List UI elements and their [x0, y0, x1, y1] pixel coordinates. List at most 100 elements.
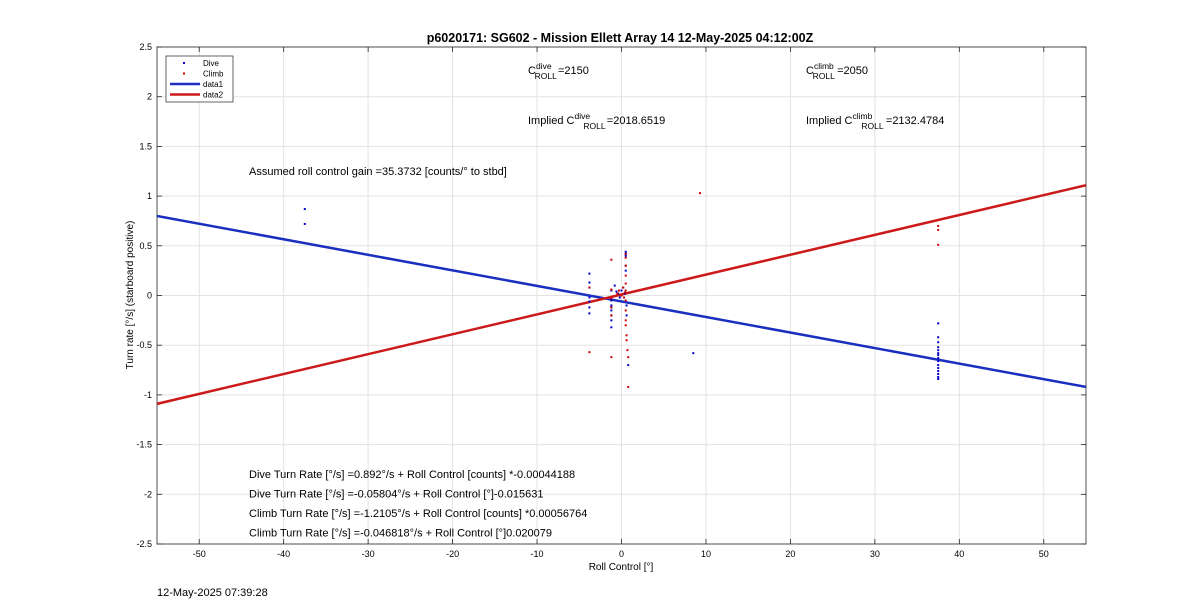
point-dive — [624, 254, 627, 257]
fit-equation: Climb Turn Rate [°/s] =-0.046818°/s + Ro… — [249, 528, 552, 540]
point-dive — [588, 300, 591, 303]
point-climb — [624, 252, 627, 255]
point-dive — [303, 208, 306, 211]
x-tick-label: 30 — [870, 549, 880, 559]
point-climb — [937, 243, 940, 246]
implied-c-roll-climb-label-text: Implied Cclimb — [806, 111, 873, 127]
point-dive — [625, 314, 628, 317]
point-dive — [937, 376, 940, 379]
implied-c-roll-dive-label-value: =2018.6519 — [607, 115, 665, 127]
point-dive — [618, 296, 621, 299]
x-tick-label: 50 — [1039, 549, 1049, 559]
series-layer — [157, 183, 1086, 406]
point-climb — [624, 324, 627, 327]
c-roll-climb-label-text: Cclimb — [806, 61, 834, 77]
point-climb — [624, 309, 627, 312]
x-tick-label: 20 — [785, 549, 795, 559]
y-tick-label: -2.5 — [136, 539, 152, 549]
y-tick-label: -1 — [144, 390, 152, 400]
point-dive — [588, 281, 591, 284]
point-dive — [610, 304, 613, 307]
series-line-data1 — [157, 214, 1086, 389]
x-tick-label: -30 — [362, 549, 375, 559]
y-tick-label: 0 — [147, 291, 152, 301]
implied-c-roll-dive-label-subscript: ROLL — [583, 121, 605, 131]
fit-equation: Dive Turn Rate [°/s] =-0.05804°/s + Roll… — [249, 489, 543, 501]
c-roll-dive-label-subscript: ROLL — [535, 71, 557, 81]
point-climb — [617, 289, 620, 292]
point-climb — [625, 334, 628, 337]
point-climb — [625, 339, 628, 342]
point-dive — [610, 319, 613, 322]
point-climb — [622, 286, 625, 289]
y-tick-label: 1 — [147, 191, 152, 201]
c-roll-climb-label-value: =2050 — [837, 65, 868, 77]
fit-equation: Climb Turn Rate [°/s] =-1.2105°/s + Roll… — [249, 508, 587, 520]
point-climb — [620, 294, 623, 297]
point-climb — [626, 349, 629, 352]
point-climb — [588, 286, 591, 289]
footer-timestamp: 12-May-2025 07:39:28 — [157, 587, 268, 599]
x-axis-label: Roll Control [°] — [589, 562, 654, 573]
point-climb — [623, 296, 626, 299]
point-climb — [937, 224, 940, 227]
implied-c-roll-climb-label-value: =2132.4784 — [886, 115, 944, 127]
point-dive — [937, 370, 940, 373]
x-tick-label: 10 — [701, 549, 711, 559]
point-climb — [627, 356, 630, 359]
point-climb — [624, 264, 627, 267]
point-dive — [937, 373, 940, 376]
chart-title: p6020171: SG602 - Mission Ellett Array 1… — [427, 31, 814, 45]
fit-equation: Dive Turn Rate [°/s] =0.892°/s + Roll Co… — [249, 469, 575, 481]
axes: -50 -40 -30 -20 -10 0 10 20 30 40 50-2.5-2-1.5-1-0… — [136, 42, 1087, 559]
point-dive — [937, 336, 940, 339]
y-tick-label: 1.5 — [139, 141, 152, 151]
point-dive — [937, 357, 940, 360]
point-dive — [588, 312, 591, 315]
y-tick-label: -0.5 — [136, 340, 152, 350]
point-dive — [937, 349, 940, 352]
point-climb — [610, 314, 613, 317]
y-tick-label: -1.5 — [136, 440, 152, 450]
point-dive — [610, 326, 613, 329]
x-tick-label: 40 — [954, 549, 964, 559]
point-dive — [588, 306, 591, 309]
y-tick-label: 2 — [147, 92, 152, 102]
point-dive — [937, 322, 940, 325]
roll-gain-label: Assumed roll control gain =35.3732 [coun… — [249, 166, 507, 178]
point-climb — [623, 291, 626, 294]
y-axis-label: Turn rate [°/s] (starboard positive) — [125, 221, 136, 370]
x-tick-label: -40 — [277, 549, 290, 559]
y-tick-label: 2.5 — [139, 42, 152, 52]
point-climb — [624, 256, 627, 259]
legend-marker — [183, 62, 185, 64]
point-climb — [588, 351, 591, 354]
point-dive — [937, 360, 940, 363]
point-climb — [624, 282, 627, 285]
point-dive — [627, 364, 630, 367]
point-dive — [937, 341, 940, 344]
legend-marker — [183, 72, 185, 75]
point-dive — [937, 367, 940, 370]
point-dive — [937, 364, 940, 367]
data-points — [303, 192, 940, 388]
x-tick-label: -10 — [531, 549, 544, 559]
point-dive — [692, 352, 695, 355]
point-climb — [699, 192, 702, 195]
point-dive — [303, 222, 306, 225]
point-climb — [616, 292, 619, 295]
point-dive — [937, 352, 940, 355]
point-dive — [610, 299, 613, 302]
point-climb — [610, 306, 613, 309]
legend-label: data1 — [203, 80, 224, 89]
implied-c-roll-dive-label-text: Implied Cdive — [528, 111, 590, 127]
c-roll-dive-label-text: Cdive — [528, 61, 552, 77]
point-dive — [625, 304, 628, 307]
point-climb — [610, 297, 613, 300]
legend-label: data2 — [203, 91, 224, 100]
point-climb — [624, 274, 627, 277]
